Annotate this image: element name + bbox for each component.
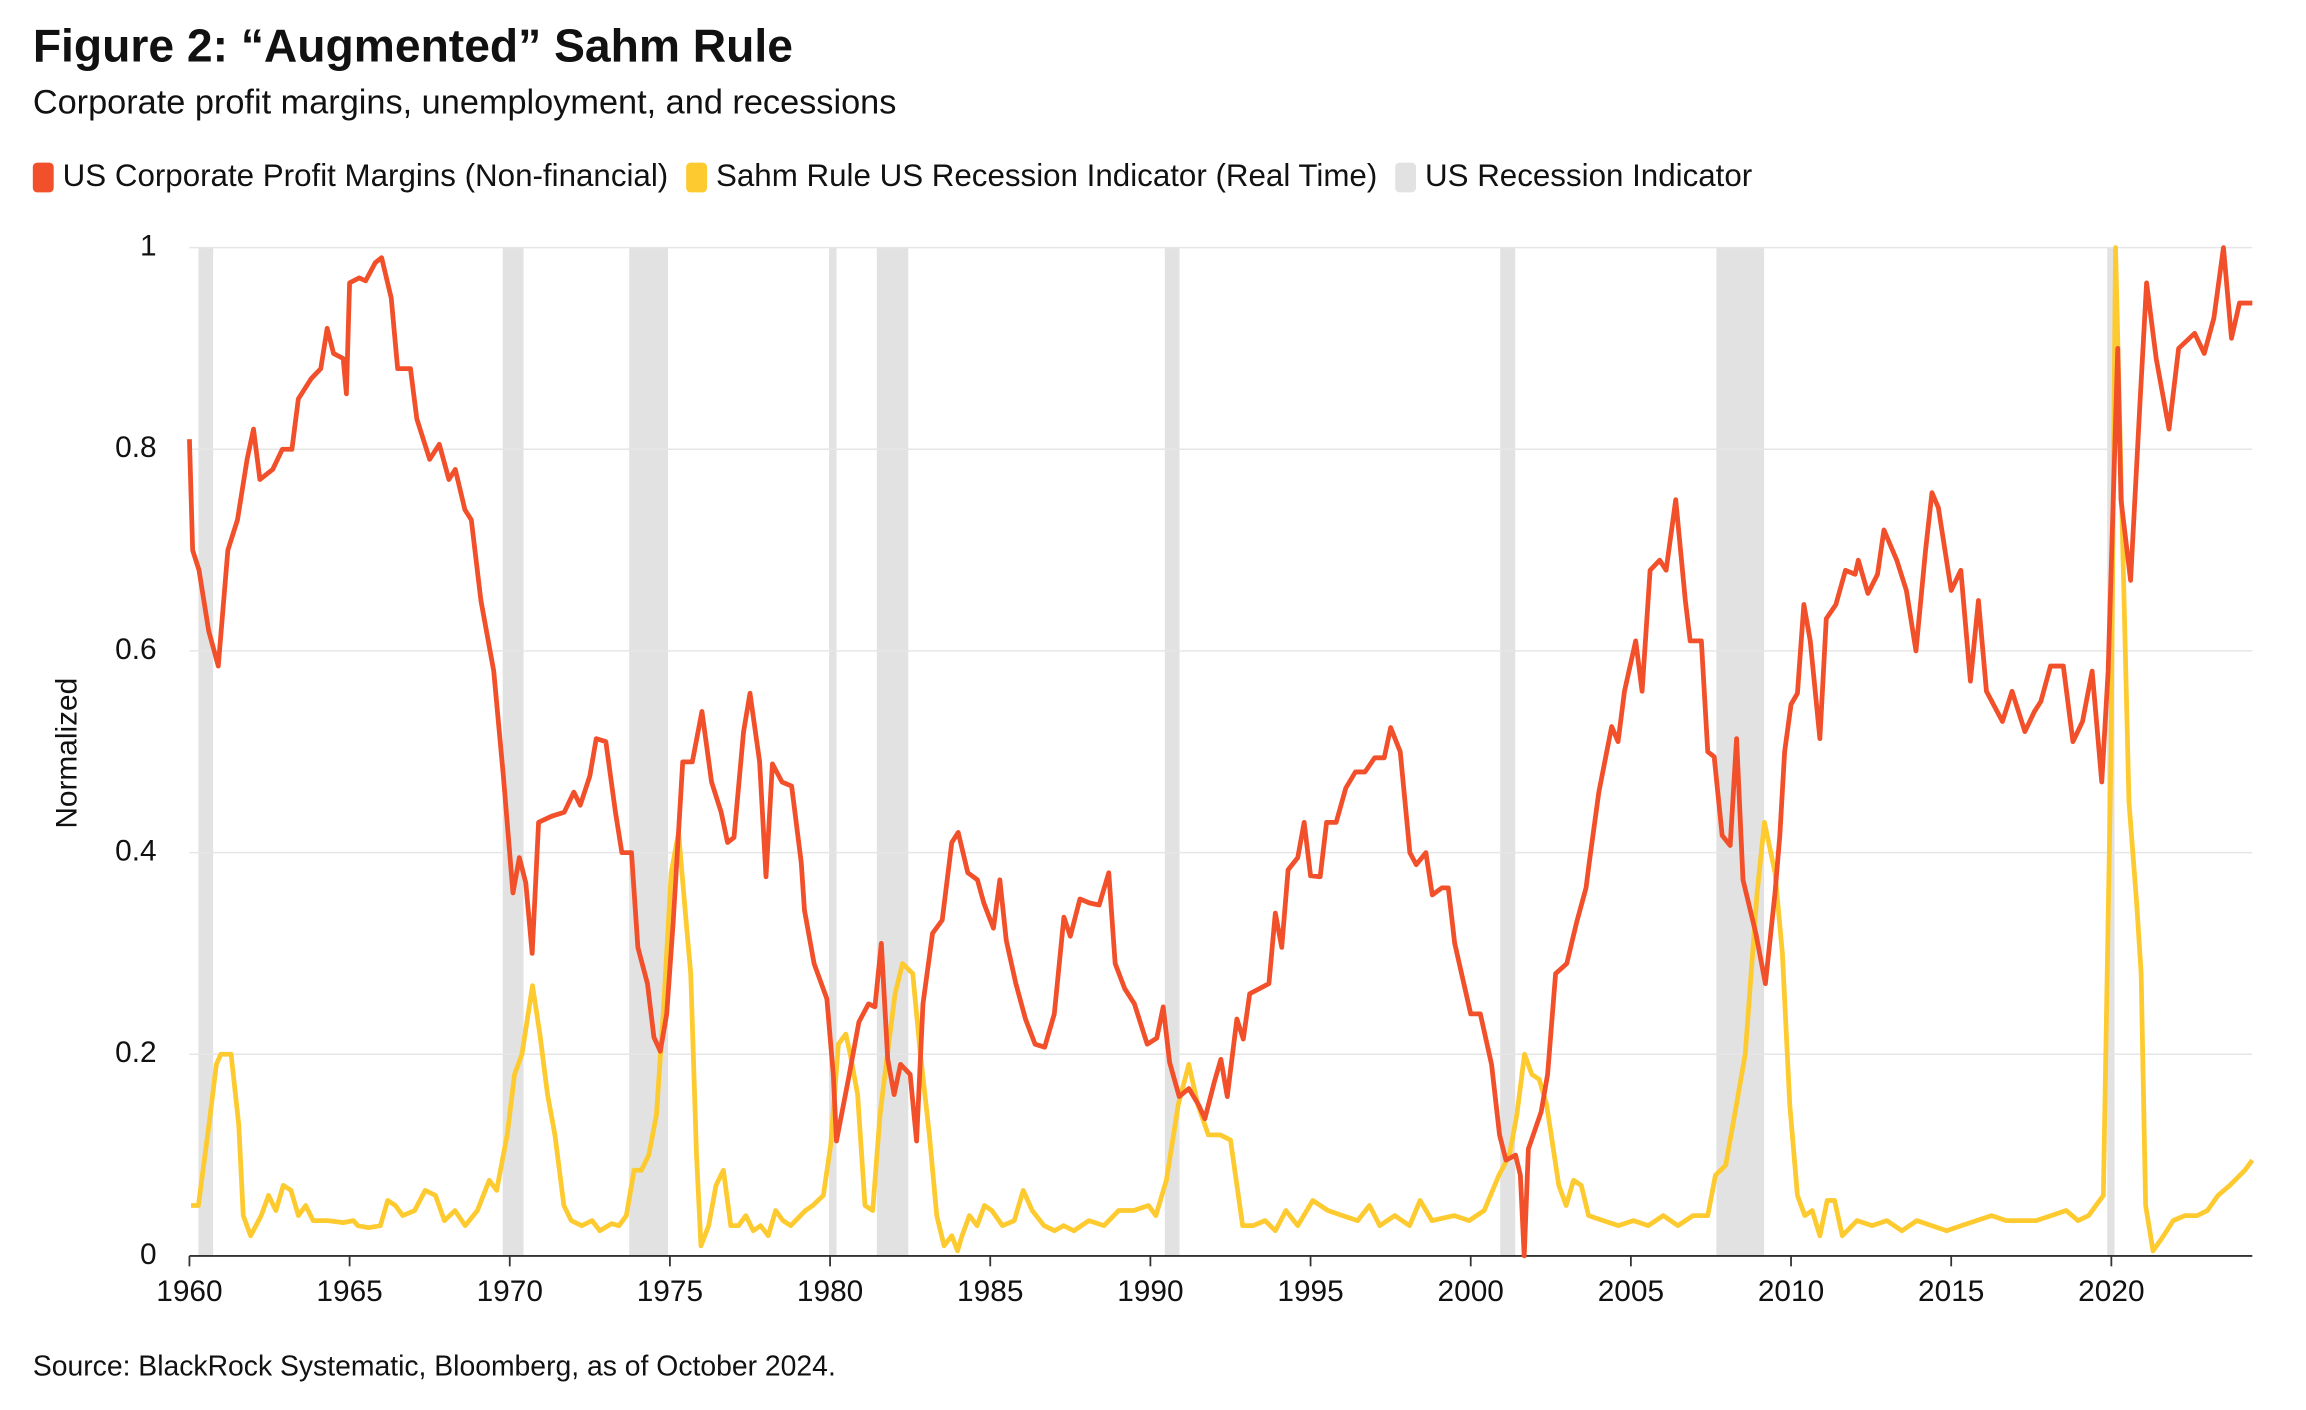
x-tick-label: 1985 [957, 1275, 1023, 1308]
x-tick-label: 1975 [637, 1275, 703, 1308]
chart-title: Figure 2: “Augmented” Sahm Rule [33, 19, 793, 71]
x-tick-label: 2010 [1758, 1275, 1824, 1308]
y-tick-label: 0.4 [115, 834, 156, 867]
x-tick-label: 1960 [156, 1275, 222, 1308]
x-tick-label: 1990 [1117, 1275, 1183, 1308]
recession-band [1164, 247, 1180, 1256]
x-tick-label: 1980 [797, 1275, 863, 1308]
source-note: Source: BlackRock Systematic, Bloomberg,… [33, 1350, 836, 1382]
y-tick-label: 0.2 [115, 1036, 156, 1069]
x-tick-label: 1995 [1277, 1275, 1343, 1308]
legend-swatch [1395, 162, 1417, 193]
series-line [191, 245, 2255, 1254]
y-tick-label: 0.6 [115, 633, 156, 666]
legend-swatch [686, 162, 708, 193]
x-tick-label: 2005 [1598, 1275, 1664, 1308]
y-tick-label: 0 [140, 1238, 157, 1271]
x-tick-label: 1965 [316, 1275, 382, 1308]
legend-label: Sahm Rule US Recession Indicator (Real T… [716, 158, 1377, 193]
recession-band [502, 247, 524, 1256]
x-tick-label: 2000 [1438, 1275, 1504, 1308]
recession-band [829, 247, 837, 1256]
x-tick-label: 1970 [477, 1275, 543, 1308]
legend: US Corporate Profit Margins (Non-financi… [32, 158, 1752, 193]
recession-band [1500, 247, 1516, 1256]
chart-subtitle: Corporate profit margins, unemployment, … [33, 83, 897, 121]
recession-band [198, 247, 214, 1256]
legend-label: US Recession Indicator [1425, 158, 1752, 193]
series-line [187, 245, 2253, 1259]
x-tick-label: 2015 [1918, 1275, 1984, 1308]
legend-swatch [32, 162, 54, 193]
x-tick-label: 2020 [2078, 1275, 2144, 1308]
legend-label: US Corporate Profit Margins (Non-financi… [63, 158, 669, 193]
y-tick-label: 0.8 [115, 431, 156, 464]
y-axis-label: Normalized [50, 678, 83, 829]
y-tick-label: 1 [140, 229, 157, 262]
plot-area [187, 245, 2255, 1267]
recession-band [629, 247, 668, 1256]
recession-band [1716, 247, 1765, 1256]
